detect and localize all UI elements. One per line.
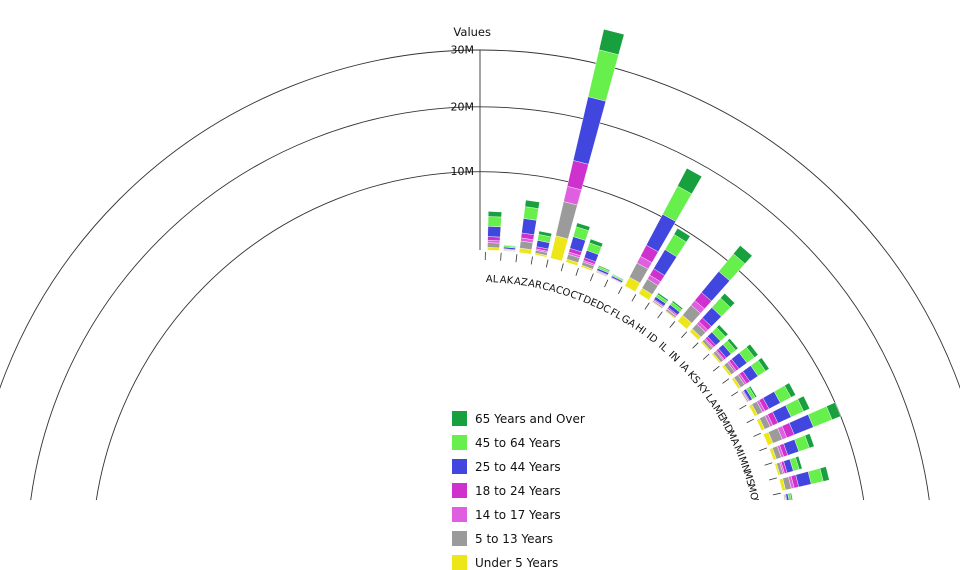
angular-tick [590,274,593,281]
legend-item[interactable]: Under 5 Years [452,555,585,570]
bar-segment[interactable] [487,243,499,248]
angular-tick [713,366,719,371]
bar-segment[interactable] [573,97,606,165]
axis-title: Values [411,25,491,39]
angular-tick [765,463,773,466]
legend-label: 25 to 44 Years [475,460,561,474]
legend-label: 18 to 24 Years [475,484,561,498]
legend-item[interactable]: 14 to 17 Years [452,507,585,522]
bar-segment[interactable] [523,207,538,221]
angular-tick [605,280,608,287]
legend-label: 14 to 17 Years [475,508,561,522]
state-label: AL [486,274,499,286]
legend-item[interactable]: 5 to 13 Years [452,531,585,546]
legend-swatch [452,483,467,498]
angular-tick [546,260,548,268]
angular-tick [723,379,729,384]
bar-segment[interactable] [550,236,568,261]
bar-segment[interactable] [522,218,537,234]
legend-label: 65 Years and Over [475,412,585,426]
state-label: IL [656,340,670,354]
legend-label: 45 to 64 Years [475,436,561,450]
angular-tick [703,354,709,359]
legend-swatch [452,531,467,546]
legend-item[interactable]: 45 to 64 Years [452,435,585,450]
angular-tick [516,254,517,262]
bar-segment[interactable] [488,226,501,237]
state-label: ID [644,331,659,346]
angular-tick [645,303,649,310]
angular-tick [739,405,746,409]
angular-tick [561,264,563,272]
angular-tick [531,257,532,265]
angular-tick [670,321,675,327]
angular-tick [658,312,663,318]
axis-tick-label: 20M [451,100,475,113]
angular-tick [618,287,622,294]
angular-tick [681,332,686,338]
angular-tick [501,253,502,261]
legend-item[interactable]: 65 Years and Over [452,411,585,426]
bar-segment[interactable] [488,216,501,226]
state-label: AZ [513,276,528,289]
legend-swatch [452,507,467,522]
angular-tick [576,268,579,276]
legend-swatch [452,459,467,474]
angular-tick [753,433,760,436]
state-label: IN [666,349,681,364]
angular-tick [759,448,766,451]
legend-label: Under 5 Years [475,556,558,570]
bar-segment[interactable] [599,29,624,54]
angular-tick [693,343,699,349]
legend: 65 Years and Over 45 to 64 Years 25 to 44 … [452,411,585,570]
angular-tick [731,392,738,396]
bar-segment[interactable] [488,211,502,217]
legend-swatch [452,411,467,426]
legend-swatch [452,555,467,570]
axis-tick-label: 30M [451,44,475,57]
legend-item[interactable]: 25 to 44 Years [452,459,585,474]
state-label: AK [499,275,514,287]
legend-item[interactable]: 18 to 24 Years [452,483,585,498]
angular-tick [769,478,777,480]
bar-segment[interactable] [567,160,588,189]
bar-segment[interactable] [588,50,619,101]
legend-label: 5 to 13 Years [475,532,553,546]
angular-tick [632,294,636,301]
angular-tick [773,493,781,495]
legend-swatch [452,435,467,450]
axis-tick-label: 10M [451,165,475,178]
angular-tick [747,419,754,423]
